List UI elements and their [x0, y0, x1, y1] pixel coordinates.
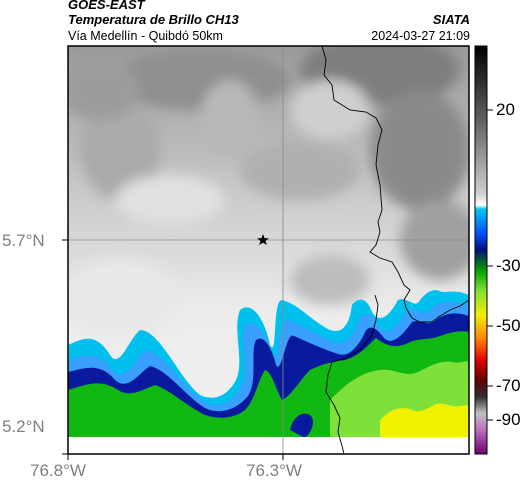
page-title: Temperatura de Brillo CH13	[68, 12, 239, 27]
colorbar-tick-label: -30	[496, 256, 521, 275]
plot-frame	[67, 45, 470, 455]
lon-tick-label: 76.8°W	[30, 461, 86, 480]
organization-label: SIATA	[432, 12, 470, 27]
no-data-strip	[68, 437, 469, 454]
colorbar-tick-label: -90	[496, 410, 521, 429]
star-icon	[257, 234, 269, 245]
timestamp: 2024-03-27 21:09	[371, 29, 470, 43]
colorbar	[475, 46, 487, 454]
subtitle: Vía Medellín - Quibdó 50km	[68, 29, 223, 43]
gray-texture	[68, 46, 469, 340]
lat-tick-label: 5.2°N	[2, 417, 45, 436]
lat-tick-label: 5.7°N	[2, 231, 45, 250]
border-lines	[321, 46, 469, 454]
colorbar-tick-label: 20	[496, 100, 515, 119]
product-label: GOES-EAST	[68, 0, 145, 12]
cold-cloud-band	[68, 290, 469, 454]
colorbar-ticks	[487, 109, 493, 421]
lon-tick-label: 76.3°W	[246, 461, 302, 480]
colorbar-tick-label: -50	[496, 316, 521, 335]
colorbar-tick-label: -70	[496, 376, 521, 395]
